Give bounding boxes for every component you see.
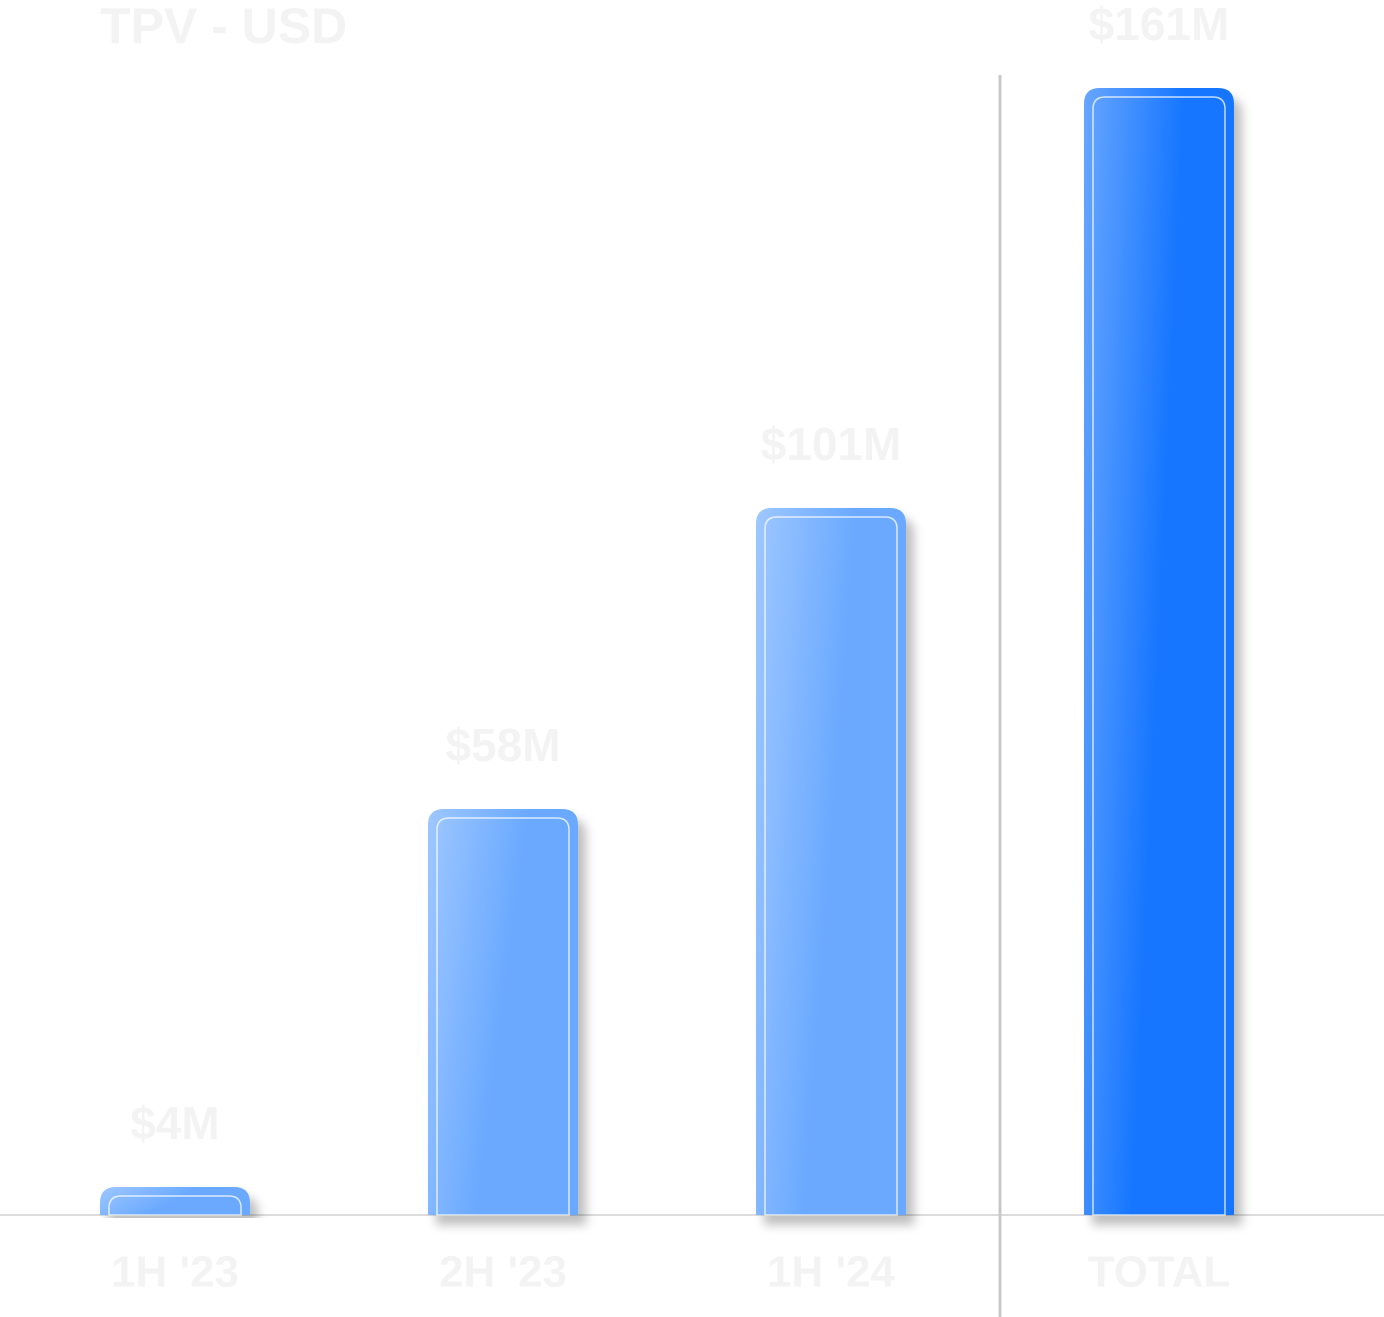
value-label: $161M <box>1089 0 1230 50</box>
x-tick-label: 1H '23 <box>111 1248 239 1297</box>
bar-gloss <box>100 1187 250 1215</box>
bar-outline <box>108 1195 242 1216</box>
value-label: $4M <box>130 1097 219 1149</box>
bar-gloss <box>756 508 906 1215</box>
bar-outline <box>1092 96 1226 1216</box>
bar-gloss <box>1084 88 1234 1215</box>
value-label: $58M <box>445 719 560 771</box>
value-label: $101M <box>761 418 902 470</box>
x-tick-label: 1H '24 <box>767 1248 895 1297</box>
chart-title: TPV - USD <box>100 0 347 54</box>
x-tick-label: TOTAL <box>1088 1248 1231 1297</box>
bar-outline <box>436 817 570 1216</box>
bar-outline <box>764 516 898 1216</box>
x-tick-label: 2H '23 <box>439 1248 567 1297</box>
bar-gloss <box>428 809 578 1215</box>
